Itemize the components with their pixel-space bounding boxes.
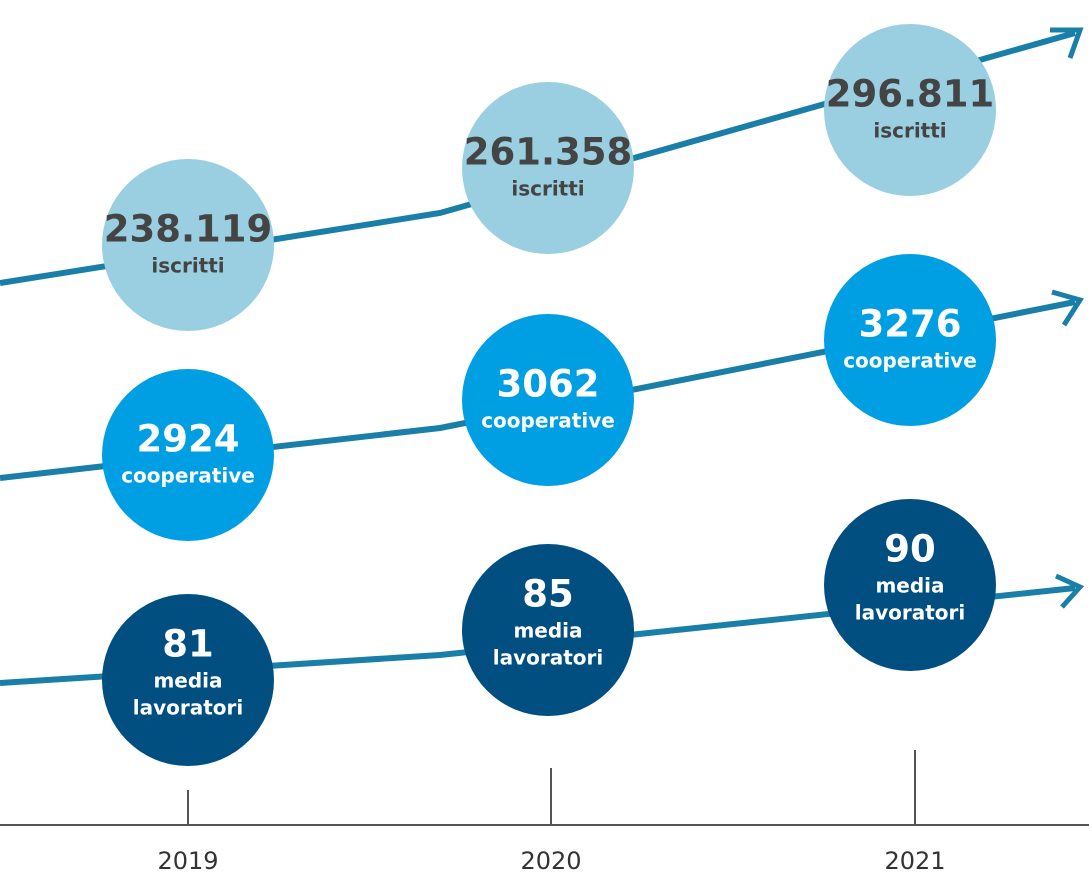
stat-value: 3062 [497,363,600,406]
arrow-head [1054,573,1085,609]
stat-circle [462,82,634,254]
stat-label: cooperative [843,349,977,373]
stat-label: media [513,619,582,643]
stat-label: media [875,574,944,598]
stat-value: 85 [522,573,574,616]
stat-label: lavoratori [133,696,244,720]
stat-label: iscritti [151,254,224,278]
stat-label: lavoratori [493,646,604,670]
stat-circle [824,499,996,671]
arrow-head [1050,27,1084,59]
stat-circle [102,369,274,541]
arrow-head [1051,289,1084,327]
stat-label: cooperative [481,409,615,433]
stat-label: media [153,669,222,693]
stat-circle [824,24,996,196]
stat-value: 2924 [137,418,240,461]
stat-circle [462,544,634,716]
stat-label: iscritti [873,119,946,143]
stat-circle [462,314,634,486]
year-label: 2020 [520,847,581,875]
stat-value: 90 [884,528,936,571]
stat-value: 261.358 [464,131,633,174]
stat-value: 296.811 [826,73,995,116]
stat-circle [824,254,996,426]
year-label: 2021 [884,847,945,875]
stat-label: lavoratori [855,601,966,625]
stat-circle [102,159,274,331]
stat-label: iscritti [511,177,584,201]
year-label: 2019 [157,847,218,875]
stat-label: cooperative [121,464,255,488]
stat-value: 81 [162,623,214,666]
stat-circle [102,594,274,766]
stat-value: 3276 [859,303,962,346]
stat-value: 238.119 [104,208,273,251]
